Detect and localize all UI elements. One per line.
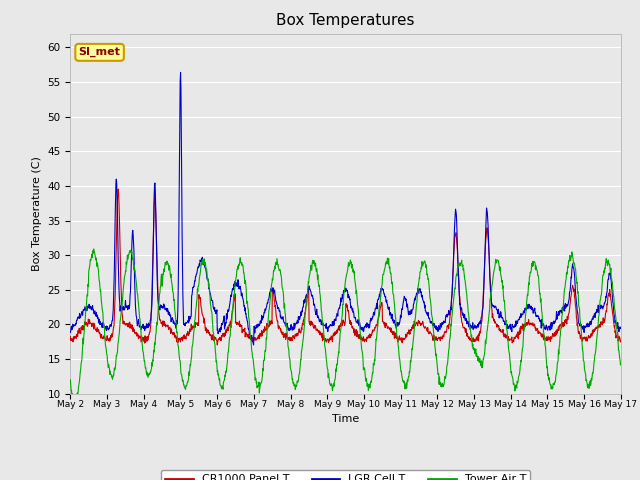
Text: SI_met: SI_met (79, 47, 120, 58)
Legend: CR1000 Panel T, LGR Cell T, Tower Air T: CR1000 Panel T, LGR Cell T, Tower Air T (161, 470, 531, 480)
X-axis label: Time: Time (332, 414, 359, 424)
Y-axis label: Box Temperature (C): Box Temperature (C) (32, 156, 42, 271)
Title: Box Temperatures: Box Temperatures (276, 13, 415, 28)
